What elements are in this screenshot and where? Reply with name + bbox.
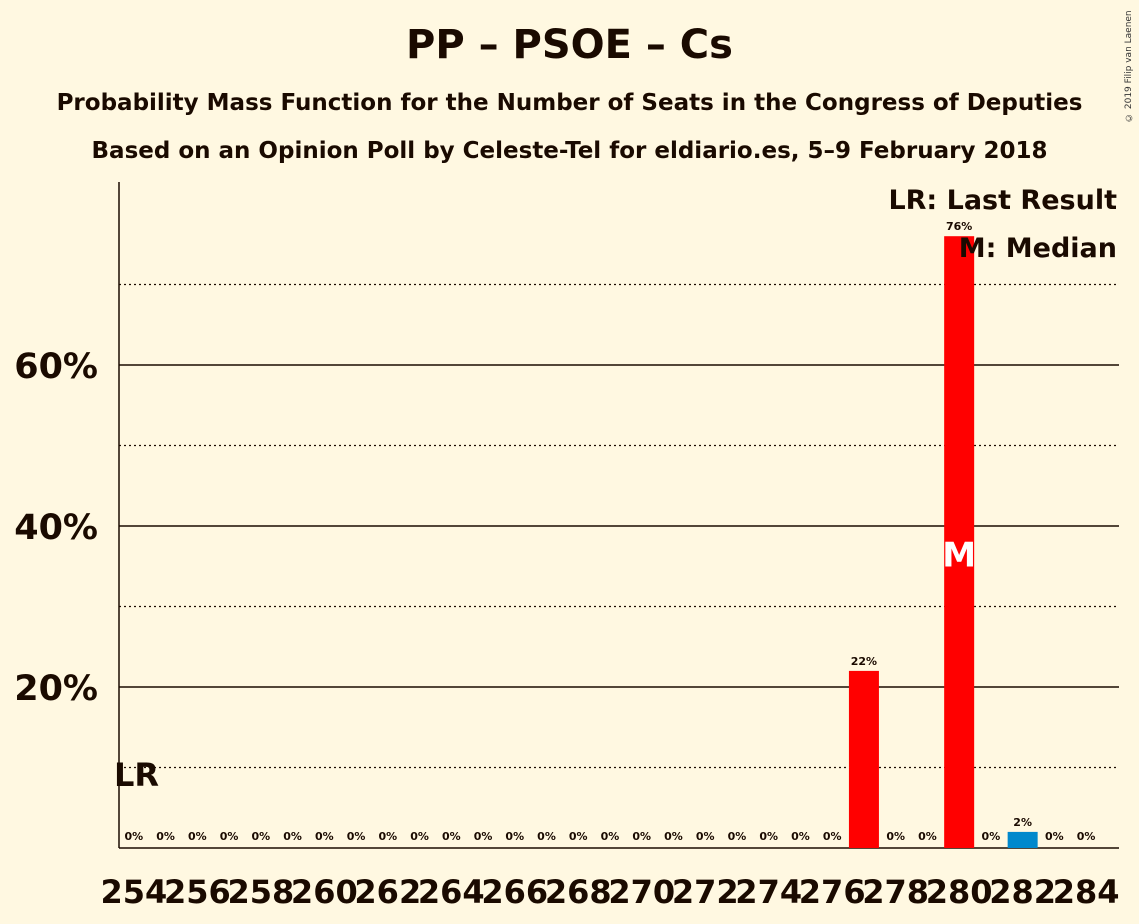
legend-last-result: LR: Last Result [888, 185, 1117, 216]
data-label: 0% [220, 830, 239, 843]
data-label: 0% [442, 830, 461, 843]
x-tick-label: 268 [545, 873, 612, 911]
data-label: 0% [728, 830, 747, 843]
bar-seat-282 [1007, 831, 1038, 848]
data-label: 0% [188, 830, 207, 843]
last-result-marker: LR [114, 756, 159, 794]
x-tick-label: 260 [291, 873, 358, 911]
data-label: 0% [696, 830, 715, 843]
x-tick-label: 254 [100, 873, 167, 911]
y-tick-label: 20% [14, 669, 98, 709]
data-label: 0% [823, 830, 842, 843]
x-tick-label: 282 [989, 873, 1056, 911]
x-tick-label: 274 [735, 873, 802, 911]
data-label: 0% [791, 830, 810, 843]
data-label: 0% [283, 830, 302, 843]
data-label: 0% [632, 830, 651, 843]
bar-seat-277 [848, 670, 879, 848]
data-label: 0% [982, 830, 1001, 843]
x-tick-label: 278 [862, 873, 929, 911]
data-label: 0% [918, 830, 937, 843]
x-tick-label: 270 [608, 873, 675, 911]
data-label: 0% [474, 830, 493, 843]
data-label: 0% [886, 830, 905, 843]
chart-source-line: Based on an Opinion Poll by Celeste-Tel … [91, 138, 1048, 164]
data-label: 0% [601, 830, 620, 843]
x-tick-label: 258 [227, 873, 294, 911]
data-label: 0% [410, 830, 429, 843]
chart-title: PP – PSOE – Cs [406, 22, 733, 68]
data-label: 0% [347, 830, 366, 843]
data-label: 0% [759, 830, 778, 843]
y-tick-label: 60% [14, 347, 98, 387]
median-marker: M [942, 535, 976, 575]
x-tick-label: 256 [164, 873, 231, 911]
data-label: 76% [946, 220, 972, 233]
data-label: 0% [378, 830, 397, 843]
x-tick-label: 264 [418, 873, 485, 911]
data-label: 0% [569, 830, 588, 843]
x-tick-label: 272 [672, 873, 739, 911]
data-label: 0% [1045, 830, 1064, 843]
bar-seat-280 [944, 236, 975, 848]
data-label: 22% [851, 655, 877, 668]
x-tick-label: 266 [481, 873, 548, 911]
y-tick-label: 40% [14, 508, 98, 548]
x-tick-label: 280 [926, 873, 993, 911]
data-label: 0% [1077, 830, 1096, 843]
data-label: 2% [1013, 816, 1032, 829]
x-tick-label: 276 [799, 873, 866, 911]
x-tick-label: 262 [354, 873, 421, 911]
data-label: 0% [315, 830, 334, 843]
chart-subtitle: Probability Mass Function for the Number… [56, 90, 1083, 116]
data-label: 0% [251, 830, 270, 843]
legend-median: M: Median [959, 233, 1117, 264]
x-tick-label: 284 [1053, 873, 1120, 911]
data-label: 0% [664, 830, 683, 843]
data-label: 0% [537, 830, 556, 843]
data-label: 0% [505, 830, 524, 843]
data-label: 0% [125, 830, 144, 843]
data-label: 0% [156, 830, 175, 843]
